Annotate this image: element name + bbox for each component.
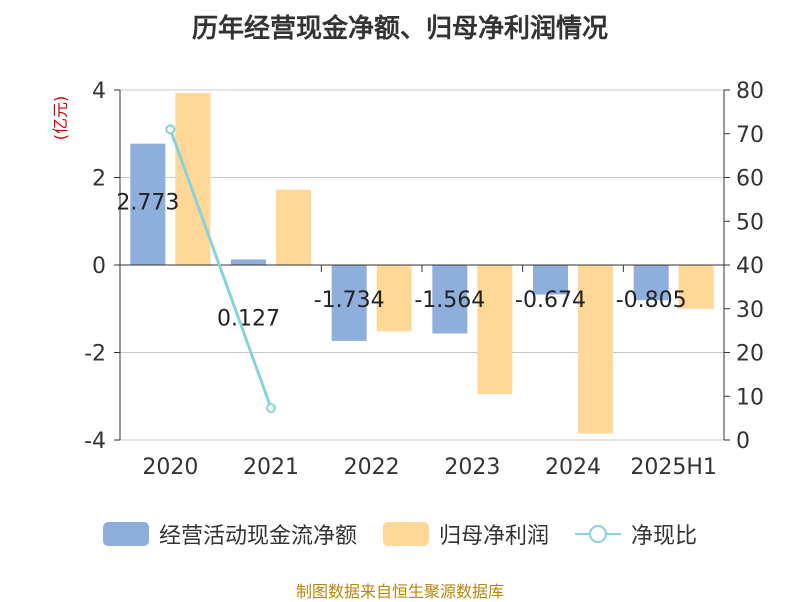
x-tick-label: 2025H1: [630, 455, 717, 480]
y-right-tick-label: 40: [736, 254, 764, 279]
y-right-tick-label: 50: [736, 210, 764, 235]
bar-netprofit: [678, 265, 714, 309]
legend-item-netprofit[interactable]: 归母净利润: [382, 518, 549, 550]
legend-label-netprofit: 归母净利润: [438, 524, 549, 549]
data-labels: 2.773 0.127 -1.734 -1.564 -0.674 -0.805: [116, 191, 686, 332]
y-right-tick-label: 80: [736, 79, 764, 104]
y-right-tick-label: 0: [736, 429, 750, 454]
bar-netprofit: [578, 265, 613, 434]
y-left-tick-label: -4: [84, 429, 106, 454]
bar-cashflow: [633, 265, 669, 301]
line-series: [165, 124, 276, 414]
legend-label-ratio: 净现比: [631, 524, 698, 549]
y-right-tick-label: 30: [736, 298, 764, 323]
x-tick-label: 2021: [243, 455, 299, 480]
ratio-point: [165, 124, 176, 135]
bar-netprofit: [477, 265, 513, 395]
chart-title: 历年经营现金净额、归母净利润情况: [191, 14, 608, 44]
y-right-tick-label: 60: [736, 167, 764, 192]
y-right-tick-label: 70: [736, 123, 764, 148]
bar-cashflow: [432, 265, 468, 334]
x-tick-label: 2024: [545, 455, 601, 480]
bar-series: [130, 93, 714, 434]
x-tick-label: 2022: [344, 455, 400, 480]
ratio-line: [168, 128, 273, 409]
bar-cashflow: [130, 143, 166, 265]
legend-swatch-cashflow: [102, 522, 149, 546]
y-left-tick-label: 2: [92, 167, 106, 192]
legend-label-cashflow: 经营活动现金流净额: [158, 524, 357, 549]
bar-netprofit: [276, 189, 311, 265]
bar-value-label: -0.805: [616, 288, 687, 313]
legend-item-cashflow[interactable]: 经营活动现金流净额: [102, 518, 357, 550]
data-source-note: 制图数据来自恒生聚源数据库: [295, 582, 504, 601]
bar-value-label: -1.564: [414, 288, 485, 313]
bar-value-label: -0.674: [515, 288, 586, 313]
legend-swatch-netprofit: [382, 522, 429, 546]
legend-item-ratio[interactable]: 净现比: [575, 518, 697, 550]
ratio-point: [266, 403, 276, 414]
legend-line-icon: [575, 525, 621, 543]
y-right-tick-label: 10: [736, 385, 764, 410]
y-left-tick-label: 4: [92, 79, 106, 104]
bar-cashflow: [331, 265, 367, 341]
y-right-tick-label: 20: [736, 342, 764, 367]
bar-cashflow: [231, 259, 266, 265]
bar-cashflow: [533, 265, 568, 295]
x-tick-label: 2023: [444, 455, 500, 480]
legend: 经营活动现金流净额 归母净利润 净现比: [0, 518, 800, 550]
bar-netprofit: [175, 93, 211, 265]
y-left-tick-label: 0: [92, 254, 106, 279]
x-tick-label: 2020: [142, 455, 198, 480]
y-left-tick-label: -2: [84, 342, 106, 367]
bar-value-label: 0.127: [217, 306, 280, 331]
bar-netprofit: [376, 265, 412, 332]
bar-value-label: 2.773: [116, 191, 179, 216]
y-axis-left-label: (亿元): [51, 96, 70, 141]
bar-value-label: -1.734: [314, 288, 385, 313]
